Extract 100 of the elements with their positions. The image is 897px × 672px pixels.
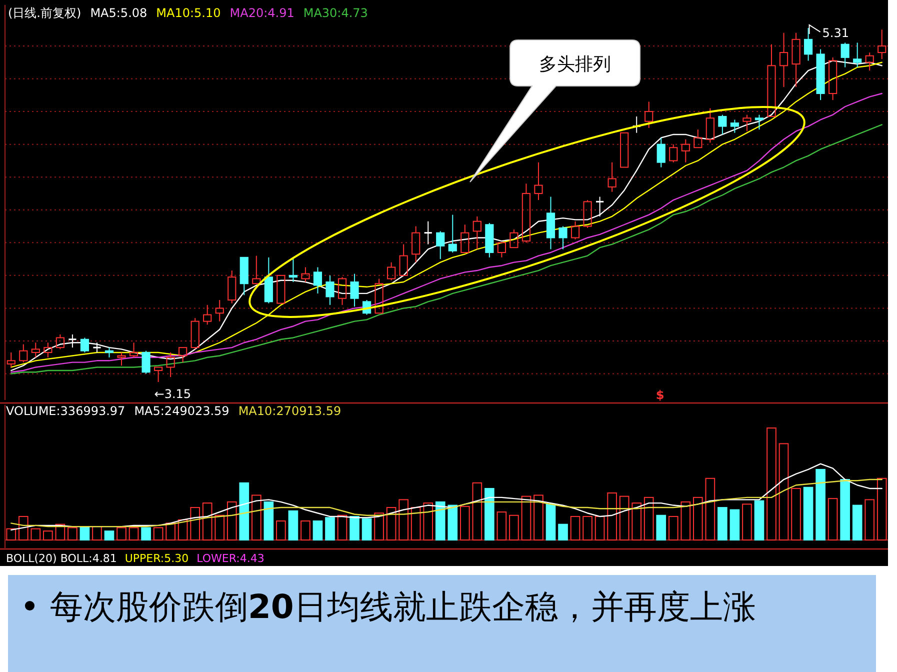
bar (766, 428, 776, 540)
text: • 每次股价跌倒20日均线就止跌企稳，并再度上涨 (20, 587, 756, 626)
text: BOLL(20) BOLL:4.81 (6, 552, 117, 565)
candlestick (656, 137, 666, 168)
text: VOLUME:336993.97 (6, 404, 126, 418)
bar (570, 516, 580, 540)
text: MA5:5.08 (90, 6, 148, 20)
candlestick (301, 266, 310, 282)
text: MA5:249023.59 (134, 404, 230, 418)
candlestick (424, 220, 433, 245)
bar (718, 507, 728, 540)
bar (778, 443, 789, 540)
bar (288, 510, 298, 540)
bar (496, 512, 507, 540)
bar (104, 530, 114, 540)
candlestick (534, 162, 543, 201)
bar (534, 494, 544, 540)
annotation: 多头排列 (539, 54, 611, 75)
bar (594, 516, 605, 540)
bar (43, 530, 53, 540)
bar (68, 527, 78, 540)
bar (680, 501, 691, 540)
bar (300, 520, 310, 540)
bar (374, 512, 384, 540)
bar (754, 500, 764, 540)
bar (80, 526, 90, 540)
bar (644, 496, 654, 540)
bar (214, 514, 225, 540)
bar (546, 504, 556, 540)
bar (350, 516, 360, 540)
candlestick (31, 342, 40, 358)
bar (141, 527, 151, 540)
candlestick (730, 119, 740, 134)
annotation: 5.31 (822, 26, 850, 40)
bar (30, 528, 41, 540)
bar (668, 516, 678, 540)
candlestick (878, 29, 886, 60)
bar (730, 509, 740, 540)
bar (460, 506, 470, 540)
bar (398, 499, 408, 540)
bar (325, 517, 335, 540)
bar (153, 527, 164, 540)
candlestick (288, 258, 298, 282)
text: MA20:4.91 (230, 6, 294, 20)
bar (876, 478, 887, 540)
bar (226, 501, 237, 540)
bar (386, 507, 396, 540)
candlestick (104, 347, 114, 358)
bar (166, 522, 176, 540)
bar (509, 514, 519, 540)
annotation: ←3.15 (154, 386, 192, 401)
candlestick (228, 270, 236, 304)
bar (852, 504, 862, 540)
text: MA30:4.73 (303, 6, 368, 20)
bar (251, 494, 262, 540)
bar (791, 488, 801, 540)
candlestick (44, 342, 52, 358)
candlestick (166, 352, 175, 378)
candlestick (853, 42, 862, 68)
bar (656, 514, 666, 540)
bar (448, 504, 458, 540)
bar (239, 482, 250, 540)
bar (178, 519, 188, 540)
bar (864, 499, 875, 540)
candlestick (472, 216, 482, 250)
bar (435, 501, 446, 540)
bar (337, 514, 348, 540)
bar (705, 478, 716, 540)
chart-title: (日线.前复权) (8, 6, 82, 20)
candlestick (546, 196, 556, 250)
bar (55, 524, 66, 540)
bar (312, 520, 323, 540)
bar (607, 492, 617, 540)
bar (128, 527, 139, 540)
bar (6, 528, 16, 540)
candlestick (608, 162, 616, 192)
bar (264, 501, 274, 540)
bar (742, 504, 752, 540)
bar (840, 479, 850, 540)
text: MA10:270913.59 (238, 404, 342, 418)
bar (116, 527, 126, 540)
bar (803, 486, 814, 540)
candlestick (412, 226, 420, 263)
bar (190, 507, 200, 540)
bar (521, 496, 532, 540)
bar (619, 496, 630, 540)
candlestick (350, 273, 359, 308)
bar (276, 520, 286, 540)
bar (692, 496, 703, 540)
bar (558, 524, 568, 540)
candlestick (326, 274, 334, 306)
bar (423, 502, 434, 540)
bar (18, 516, 28, 540)
bar (410, 507, 421, 540)
bar (472, 482, 482, 540)
candlestick (804, 27, 813, 62)
text: UPPER:5.30 (124, 552, 189, 565)
bar (202, 502, 212, 540)
text: LOWER:4.43 (196, 552, 264, 565)
candlestick (313, 266, 322, 294)
